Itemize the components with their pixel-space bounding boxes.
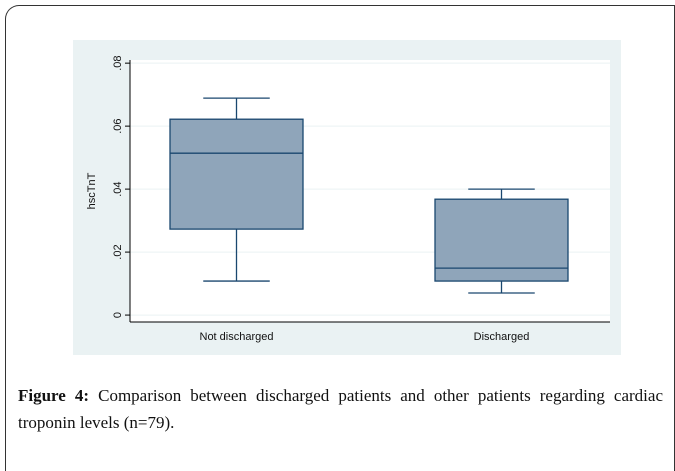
x-tick-label: Discharged (474, 331, 530, 343)
y-tick-label: .02 (112, 244, 124, 259)
chart: hscTnT 0 .02 .04 .06 .08 Not discharged Discha… (73, 40, 621, 355)
y-axis-label: hscTnT (86, 172, 98, 209)
box (169, 118, 304, 230)
y-tick-label: .08 (112, 56, 124, 71)
figure-caption: Figure 4: Comparison between discharged … (18, 382, 663, 436)
caption-label: Figure 4: (18, 386, 90, 405)
y-tick-label: .04 (112, 181, 124, 196)
y-tick-label: .06 (112, 118, 124, 133)
box (434, 198, 569, 282)
caption-text: Comparison between discharged patients a… (18, 386, 663, 432)
x-tick-label: Not discharged (200, 331, 274, 343)
y-tick-label: 0 (112, 312, 124, 318)
